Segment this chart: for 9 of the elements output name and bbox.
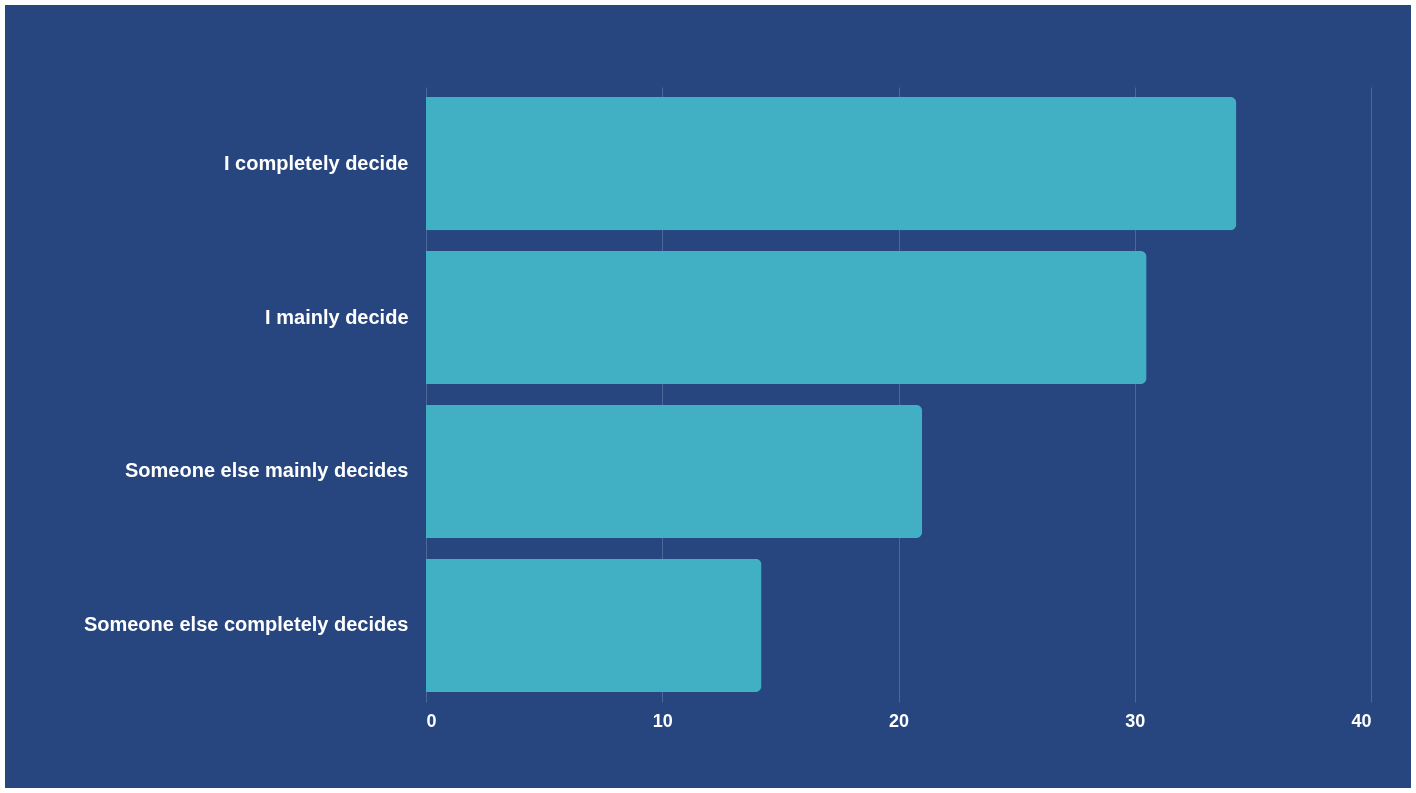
x-tick-label: 0 [426, 710, 437, 731]
x-tick-label: 40 [1351, 710, 1372, 731]
y-tick-label: Someone else completely decides [83, 613, 409, 636]
x-tick-label: 20 [888, 710, 910, 731]
y-tick-label: Someone else mainly decides [125, 459, 409, 482]
x-tick-label: 30 [1125, 710, 1146, 731]
x-tick-label: 10 [652, 710, 673, 731]
y-tick-label: I completely decide [223, 151, 409, 174]
y-tick-label: I mainly decide [265, 305, 409, 328]
